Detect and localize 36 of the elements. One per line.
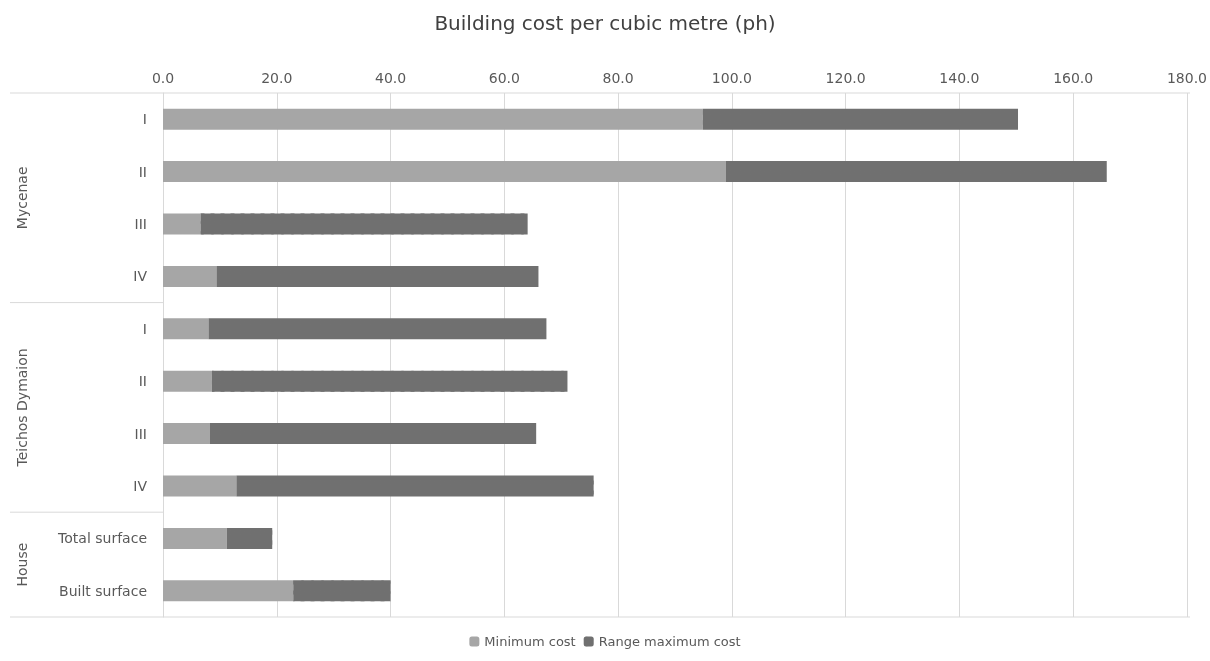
x-tick-label: 120.0 (825, 70, 866, 86)
text: Mycenae (14, 166, 30, 230)
y-tick-label: II (138, 373, 147, 390)
x-tick-label: 160.0 (1053, 70, 1094, 86)
text: Teichos Dymaion (14, 348, 30, 468)
y-tick-label: I (142, 111, 147, 128)
x-tick-label: 40.0 (374, 70, 407, 86)
x-tick-label: 100.0 (711, 70, 752, 86)
x-tick-label: 140.0 (939, 70, 980, 86)
bar (163, 265, 217, 287)
bar (163, 370, 212, 392)
x-tick-label: 60.0 (488, 70, 520, 86)
bar (163, 108, 703, 130)
y-tick-label: Built surface (59, 582, 147, 599)
x-tick-label: 180.0 (1166, 70, 1208, 86)
text: House (14, 542, 30, 587)
y-tick-label: II (138, 163, 147, 180)
bar (163, 213, 201, 235)
x-tick-label: 80.0 (602, 70, 634, 86)
y-tick-label: III (134, 425, 147, 442)
x-tick-label: 20.0 (261, 70, 293, 86)
bar (163, 161, 726, 183)
bar (163, 475, 237, 497)
legend-label: Minimum cost (484, 634, 576, 649)
y-tick-label: IV (133, 478, 148, 494)
legend-label: Range maximum cost (598, 634, 741, 649)
y-tick-label: IV (133, 268, 148, 285)
y-tick-label: I (142, 320, 147, 337)
bar (163, 318, 209, 340)
bar (163, 423, 210, 445)
bar (163, 527, 227, 549)
bar (163, 580, 294, 602)
y-tick-label: III (134, 216, 147, 232)
y-tick-label: Total surface (57, 530, 147, 547)
x-tick-label: 0.0 (151, 70, 175, 86)
chart-title: Building cost per cubic metre (ph) (434, 11, 776, 35)
